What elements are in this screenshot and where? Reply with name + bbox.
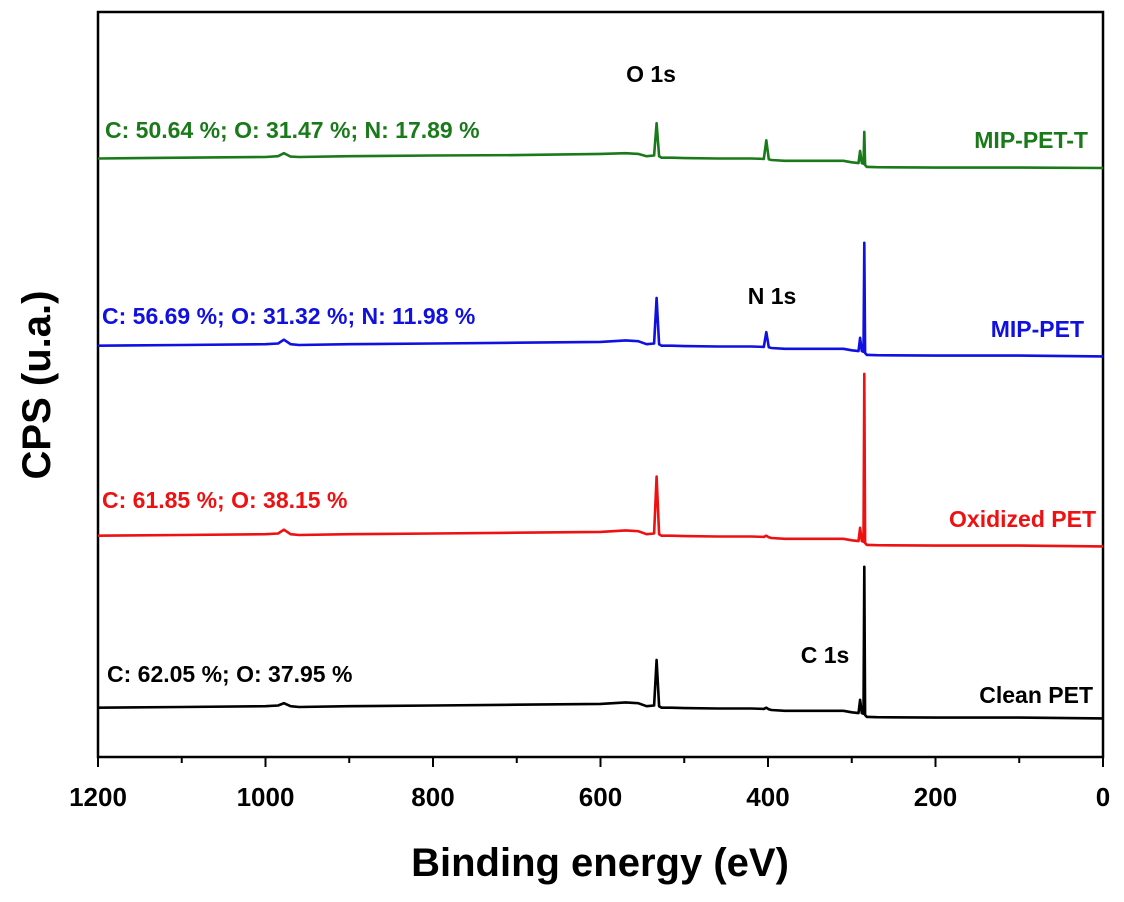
series-name-label: MIP-PET-T [974,127,1088,153]
peak-label-o1s: O 1s [626,61,676,87]
x-tick-label: 200 [914,782,957,812]
y-axis-title: CPS (u.a.) [15,291,59,480]
series-composition-label: C: 61.85 %; O: 38.15 % [102,487,347,513]
series-line-0 [97,121,1104,170]
series-line-1 [97,241,1104,358]
x-tick-label: 400 [746,782,789,812]
series-name-label: Clean PET [979,682,1093,708]
peak-label-c1s: C 1s [801,642,850,668]
peak-label-n1s: N 1s [748,283,797,309]
series-name-label: MIP-PET [991,316,1084,342]
x-tick-label: 1200 [69,782,127,812]
series-composition-label: C: 56.69 %; O: 31.32 %; N: 11.98 % [102,303,475,329]
series-name-label: Oxidized PET [949,506,1096,532]
x-tick-label: 800 [411,782,454,812]
series-composition-label: C: 62.05 %; O: 37.95 % [107,661,352,687]
x-tick-label: 0 [1096,782,1110,812]
x-tick-label: 600 [579,782,622,812]
x-tick-label: 1000 [237,782,295,812]
series-group [97,121,1104,720]
series-composition-label: C: 50.64 %; O: 31.47 %; N: 17.89 % [105,117,480,143]
x-axis-ticks: 1200 1000 800 600 400 200 0 [69,757,1110,812]
x-axis-title: Binding energy (eV) [411,841,789,885]
series-line-3 [97,565,1104,720]
annotation-group: MIP-PET-T C: 50.64 %; O: 31.47 %; N: 17.8… [102,117,1096,708]
series-line-2 [97,372,1104,548]
